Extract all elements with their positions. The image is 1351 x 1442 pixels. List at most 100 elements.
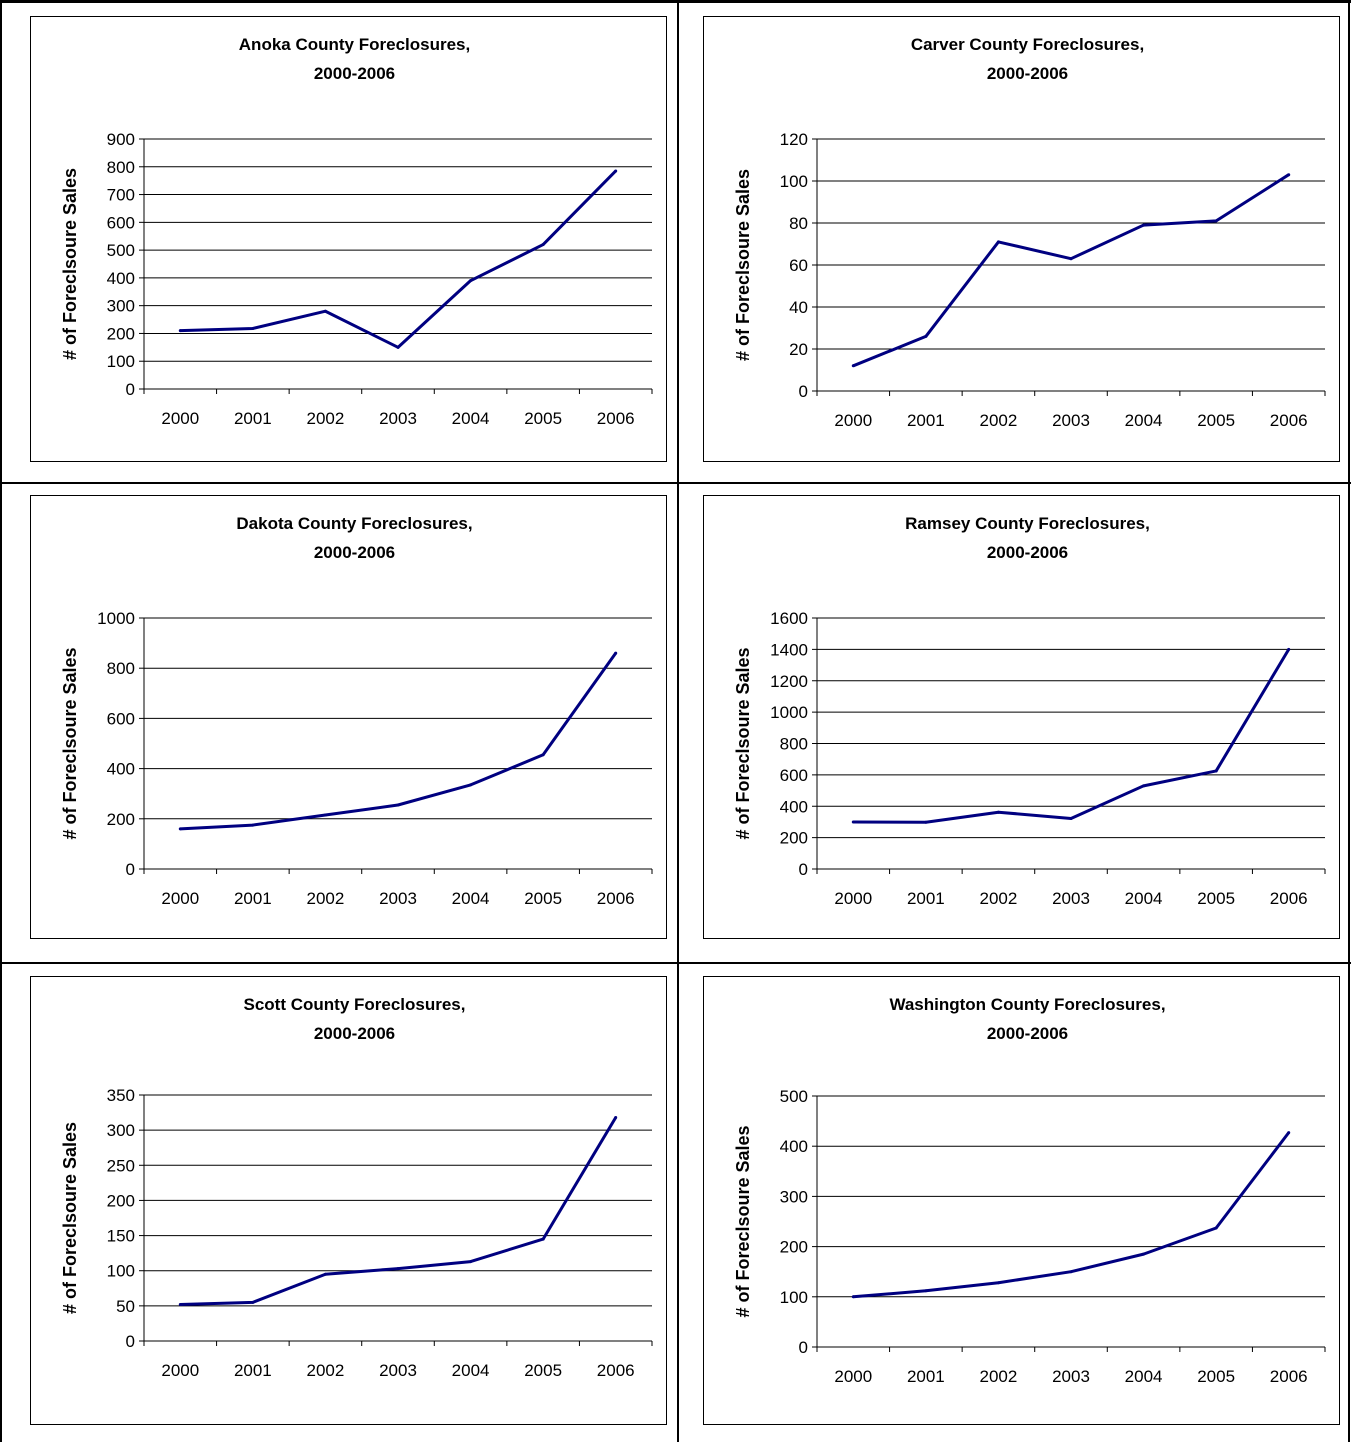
y-tick-label: 50 (116, 1297, 135, 1316)
y-tick-label: 200 (107, 1191, 135, 1210)
x-tick-label: 2003 (1052, 411, 1090, 430)
data-point (1287, 647, 1291, 651)
y-axis-label: # of Foreclsoure Sales (60, 168, 80, 360)
data-point (851, 1295, 855, 1299)
data-point (1142, 784, 1146, 788)
data-point (541, 1237, 545, 1241)
data-point (1287, 1131, 1291, 1135)
x-tick-label: 2004 (452, 1361, 490, 1380)
chart-title: Dakota County Foreclosures, (236, 514, 472, 533)
y-tick-label: 1000 (770, 703, 808, 722)
data-point (396, 803, 400, 807)
x-tick-label: 2001 (234, 889, 272, 908)
y-tick-label: 600 (107, 213, 135, 232)
y-axis-label: # of Foreclsoure Sales (733, 1125, 753, 1317)
x-tick-label: 2006 (1270, 1367, 1308, 1386)
data-point (396, 345, 400, 349)
y-tick-label: 150 (107, 1227, 135, 1246)
data-point (469, 1260, 473, 1264)
y-tick-label: 0 (126, 1332, 135, 1351)
y-tick-label: 1200 (770, 672, 808, 691)
x-tick-label: 2003 (379, 409, 417, 428)
data-point (924, 334, 928, 338)
chart-title: Anoka County Foreclosures, (239, 35, 470, 54)
chart-title: Ramsey County Foreclosures, (905, 514, 1150, 533)
data-point (178, 827, 182, 831)
chart-panel-5: Scott County Foreclosures, 2000-2006 0 50 10… (30, 976, 667, 1425)
x-tick-label: 2006 (597, 889, 635, 908)
data-point (251, 1300, 255, 1304)
y-tick-label: 0 (799, 382, 808, 401)
data-point (996, 1281, 1000, 1285)
data-point (178, 1302, 182, 1306)
x-tick-label: 2000 (834, 411, 872, 430)
data-point (851, 364, 855, 368)
data-point (1069, 816, 1073, 820)
x-tick-label: 2002 (307, 1361, 345, 1380)
chart-frame (703, 16, 1340, 462)
data-point (323, 309, 327, 313)
data-point (614, 1115, 618, 1119)
x-tick-label: 2002 (307, 409, 345, 428)
chart-svg: Carver County Foreclosures, 2000-2006 0 20 4… (703, 16, 1340, 462)
data-point (323, 1272, 327, 1276)
x-tick-label: 2005 (524, 1361, 562, 1380)
x-tick-label: 2001 (234, 1361, 272, 1380)
y-tick-label: 800 (107, 659, 135, 678)
chart-panel-6: Washington County Foreclosures, 2000-2006… (703, 976, 1340, 1425)
x-tick-label: 2003 (379, 1361, 417, 1380)
data-point (178, 329, 182, 333)
chart-subtitle: 2000-2006 (987, 64, 1068, 83)
chart-panel-4: Ramsey County Foreclosures, 2000-2006 0 200… (703, 495, 1340, 939)
data-point (469, 279, 473, 283)
data-point (1069, 1270, 1073, 1274)
x-tick-label: 2006 (597, 409, 635, 428)
data-point (614, 651, 618, 655)
data-point (323, 813, 327, 817)
x-tick-label: 2000 (834, 889, 872, 908)
chart-subtitle: 2000-2006 (314, 543, 395, 562)
y-tick-label: 0 (126, 380, 135, 399)
x-tick-label: 2002 (307, 889, 345, 908)
y-tick-label: 100 (780, 1288, 808, 1307)
x-tick-label: 2001 (907, 1367, 945, 1386)
data-point (396, 1267, 400, 1271)
x-tick-label: 2003 (1052, 1367, 1090, 1386)
y-tick-label: 200 (780, 829, 808, 848)
chart-panel-2: Carver County Foreclosures, 2000-2006 0 20 4… (703, 16, 1340, 462)
data-point (1214, 769, 1218, 773)
y-tick-label: 100 (107, 352, 135, 371)
x-tick-label: 2001 (907, 889, 945, 908)
y-tick-label: 900 (107, 130, 135, 149)
chart-panel-1: Anoka County Foreclosures, 2000-2006 0 100 2… (30, 16, 667, 462)
y-axis-label: # of Foreclsoure Sales (60, 647, 80, 839)
x-tick-label: 2004 (452, 409, 490, 428)
data-point (996, 810, 1000, 814)
y-tick-label: 500 (780, 1087, 808, 1106)
x-tick-label: 2004 (1125, 889, 1163, 908)
x-tick-label: 2001 (907, 411, 945, 430)
chart-svg: Anoka County Foreclosures, 2000-2006 0 100 2… (30, 16, 667, 462)
y-tick-label: 350 (107, 1086, 135, 1105)
y-tick-label: 600 (780, 766, 808, 785)
x-tick-label: 2002 (980, 1367, 1018, 1386)
data-point (251, 823, 255, 827)
y-tick-label: 800 (780, 735, 808, 754)
x-tick-label: 2005 (1197, 411, 1235, 430)
chart-svg: Scott County Foreclosures, 2000-2006 0 50 10… (30, 976, 667, 1425)
data-point (1142, 223, 1146, 227)
x-tick-label: 2005 (524, 889, 562, 908)
y-tick-label: 1400 (770, 640, 808, 659)
y-tick-label: 0 (799, 1338, 808, 1357)
y-tick-label: 40 (789, 298, 808, 317)
chart-panel-3: Dakota County Foreclosures, 2000-2006 0 200… (30, 495, 667, 939)
x-tick-label: 2006 (1270, 889, 1308, 908)
x-tick-label: 2000 (161, 889, 199, 908)
chart-subtitle: 2000-2006 (987, 1024, 1068, 1043)
y-tick-label: 200 (780, 1238, 808, 1257)
y-tick-label: 0 (126, 860, 135, 879)
x-tick-label: 2006 (597, 1361, 635, 1380)
x-tick-label: 2004 (1125, 1367, 1163, 1386)
